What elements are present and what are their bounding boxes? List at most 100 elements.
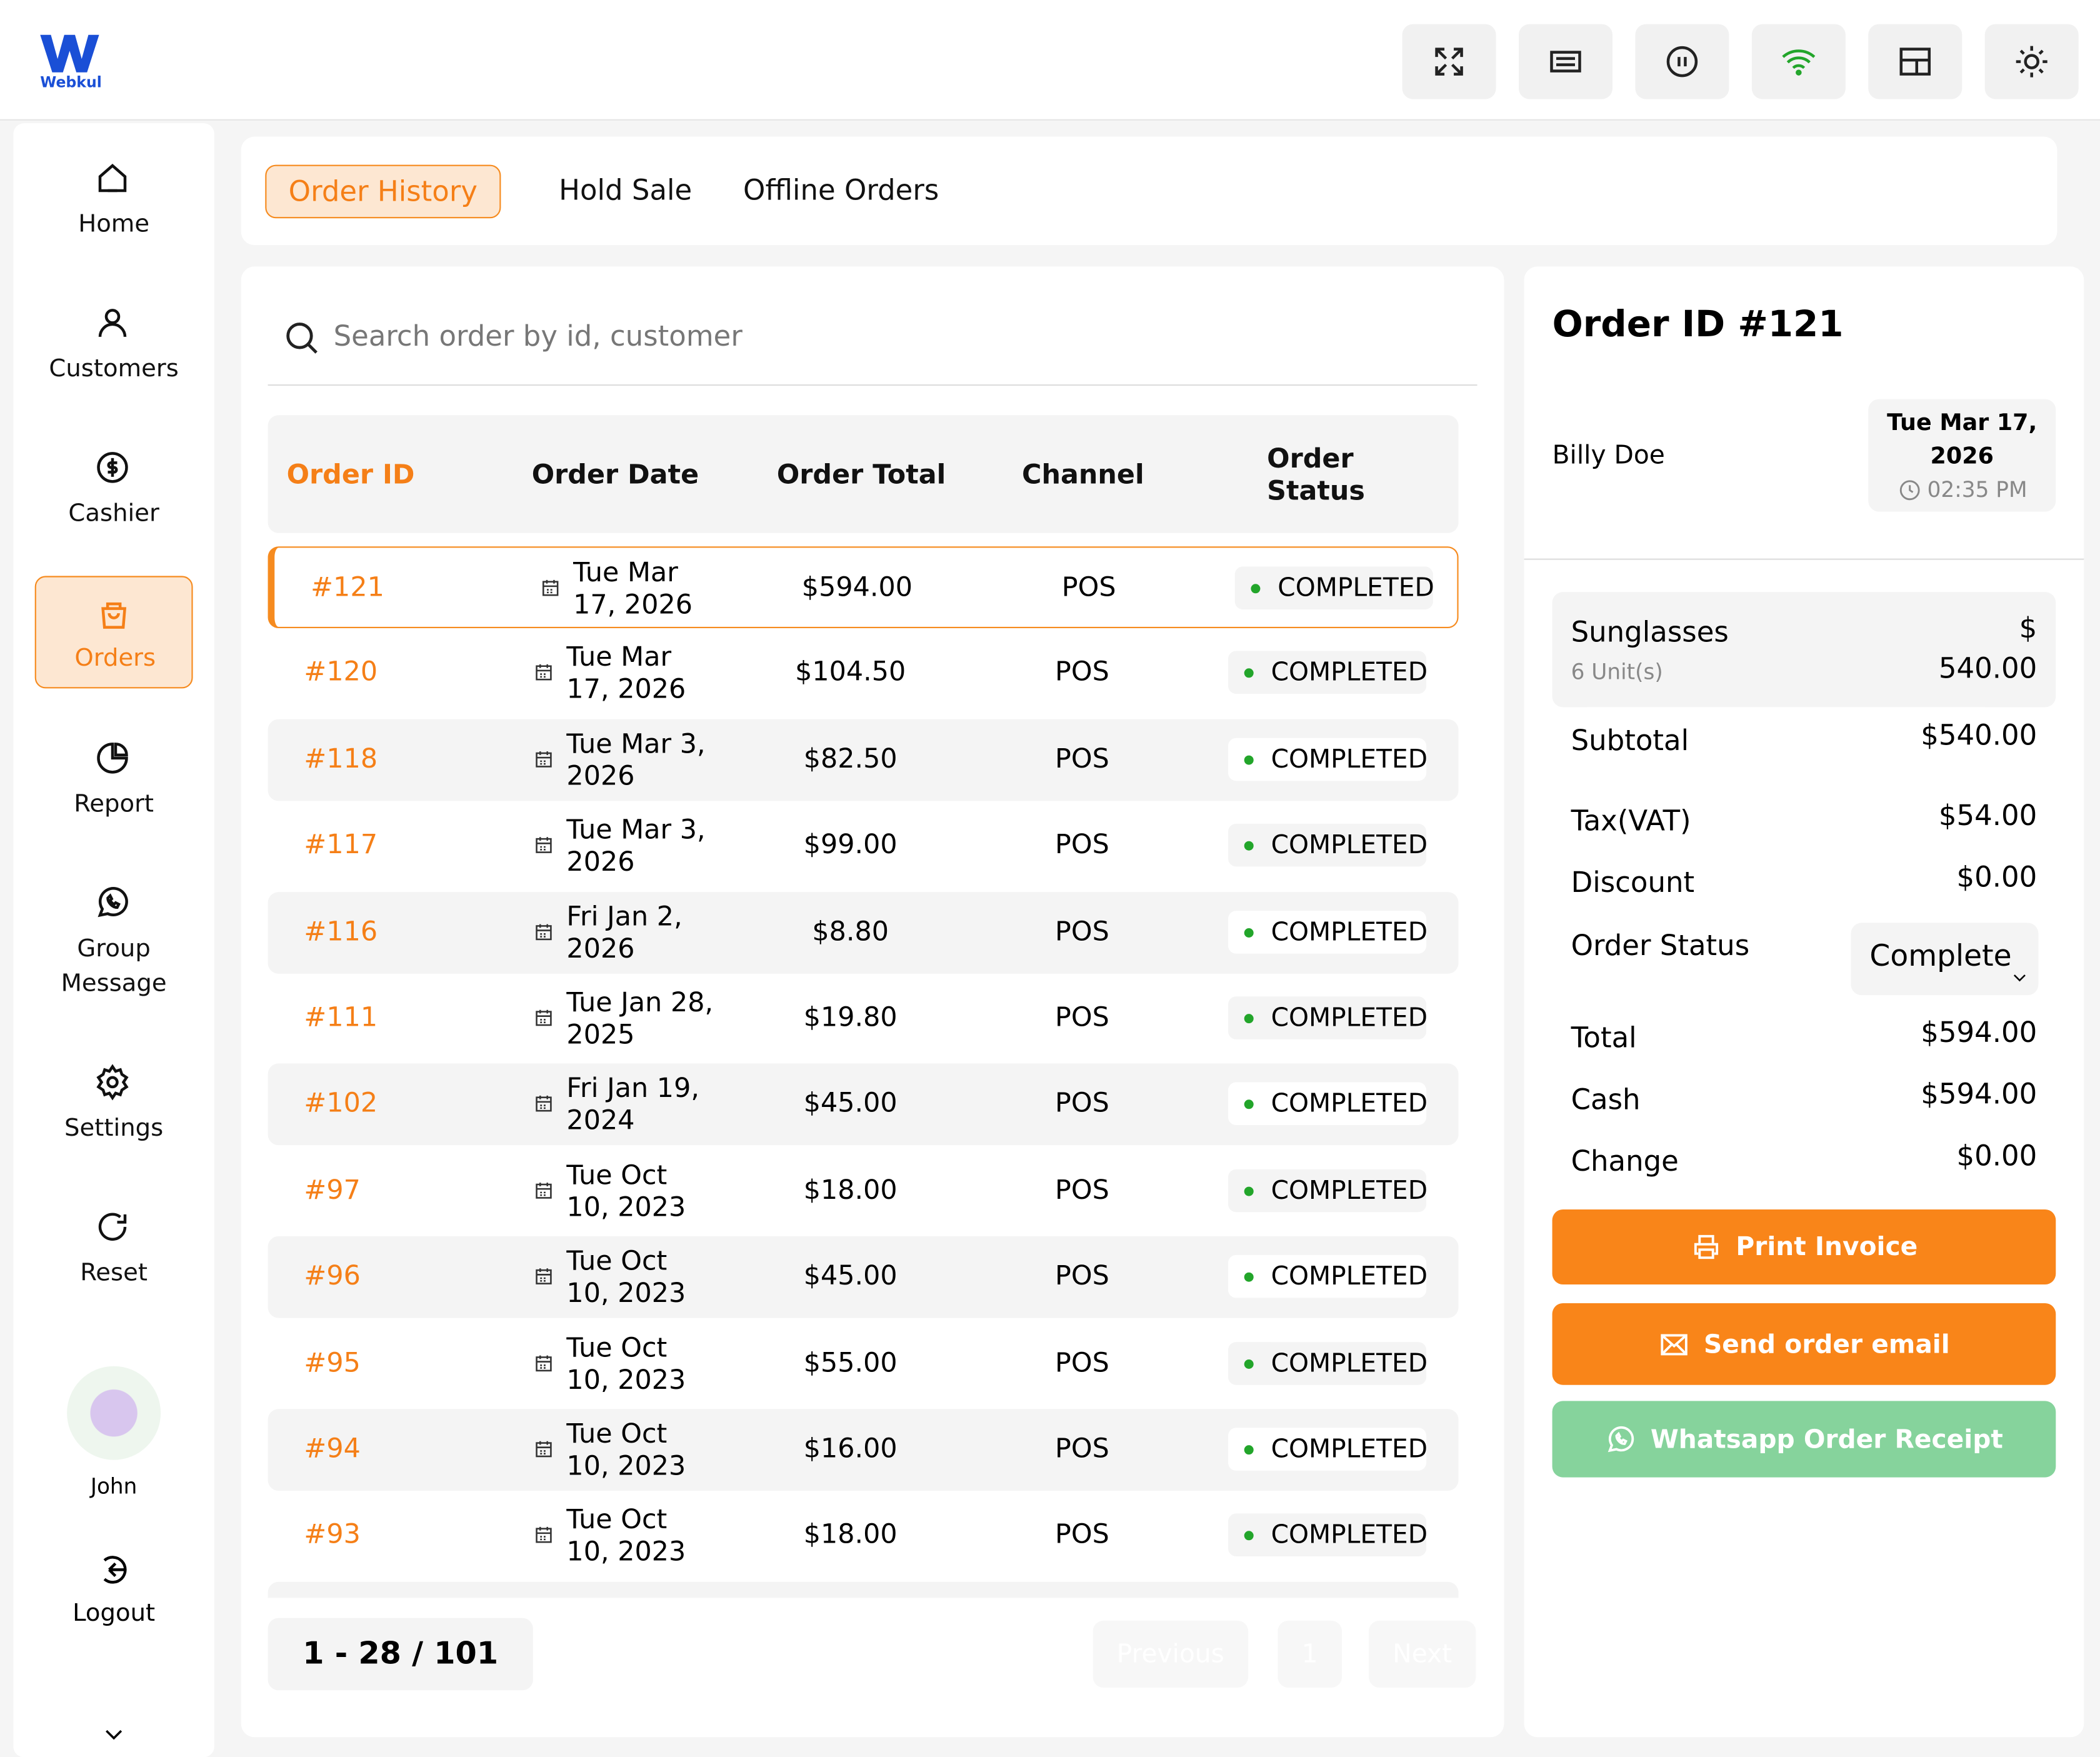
- page-button[interactable]: Previous: [1092, 1620, 1249, 1688]
- order-date: Tue Mar 17, 2026: [566, 641, 686, 705]
- table-row[interactable]: #117 Tue Mar 3, 2026 $99.00 POS COMPLETED: [268, 805, 1459, 887]
- calendar-icon: [533, 921, 554, 948]
- button-label: Print Invoice: [1736, 1232, 1918, 1262]
- table-row[interactable]: #121 Tue Mar 17, 2026 $594.00 POS COMPLETED: [268, 546, 1459, 628]
- channel: POS: [1055, 655, 1109, 688]
- nav-item[interactable]: Reset: [35, 1203, 193, 1309]
- order-date: Tue Mar 3, 2026: [566, 727, 706, 791]
- order-date: Tue Jan 28, 2025: [566, 986, 714, 1050]
- order-date: Tue Oct 10, 2023: [566, 1331, 686, 1395]
- table-row[interactable]: #95 Tue Oct 10, 2023 $55.00 POS COMPLETED: [268, 1323, 1459, 1404]
- nav-item[interactable]: Home: [35, 154, 193, 261]
- order-total: $18.00: [803, 1518, 898, 1551]
- status-dot: [1244, 928, 1254, 938]
- nav-icon: [94, 449, 131, 492]
- status-dot: [1244, 1445, 1254, 1455]
- table-row[interactable]: #111 Tue Jan 28, 2025 $19.80 POS COMPLETED: [268, 978, 1459, 1059]
- calendar-icon: [533, 662, 554, 689]
- status-dot: [1244, 755, 1254, 765]
- nav-label: Settings: [64, 1114, 164, 1143]
- channel: POS: [1055, 1259, 1109, 1292]
- status-label: Order Status: [1571, 929, 1750, 962]
- order-total: $45.00: [803, 1259, 898, 1292]
- channel: POS: [1055, 1000, 1109, 1033]
- nav-item[interactable]: Settings: [35, 1058, 193, 1165]
- calendar-icon: [533, 1007, 554, 1034]
- button-label: Whatsapp Order Receipt: [1650, 1424, 2003, 1454]
- nav-label: Report: [74, 790, 154, 819]
- channel: POS: [1055, 1173, 1109, 1206]
- order-time: 02:35 PM: [1927, 476, 2028, 503]
- orders-panel: Search order by id, customer Order ID Orde…: [241, 266, 1504, 1738]
- nav-item[interactable]: Cashier: [35, 443, 193, 550]
- status-pill: COMPLETED: [1228, 1428, 1428, 1471]
- page-button[interactable]: 1: [1278, 1620, 1342, 1688]
- nav-item[interactable]: Orders: [34, 576, 193, 689]
- order-id: #116: [304, 914, 378, 947]
- sidebar: Home Customers Cashier Orders Report Group Me…: [13, 123, 214, 1757]
- status-pill: COMPLETED: [1234, 566, 1434, 609]
- status-select[interactable]: Complete: [1851, 923, 2039, 996]
- divider: [268, 384, 1478, 386]
- header-button: [1402, 24, 1496, 99]
- button-icon: [1691, 1231, 1722, 1263]
- nav-icon: [94, 739, 131, 783]
- header-button: [1519, 24, 1612, 99]
- nav-label: Customers: [49, 354, 179, 383]
- order-date: Tue Oct 10, 2023: [566, 1244, 686, 1309]
- column-header: Order Total: [776, 458, 946, 491]
- column-header: Order ID: [286, 458, 415, 491]
- tab[interactable]: Order History: [265, 164, 501, 219]
- calendar-icon: [533, 1179, 554, 1206]
- order-total: $16.00: [803, 1431, 898, 1464]
- channel: POS: [1055, 914, 1109, 947]
- nav-item[interactable]: Group Message: [35, 879, 193, 1013]
- status-pill: COMPLETED: [1228, 651, 1428, 694]
- line-item: Sunglasses 6 Unit(s) $ 540.00: [1552, 592, 2056, 708]
- order-total: $19.80: [803, 1000, 898, 1033]
- table-row[interactable]: #96 Tue Oct 10, 2023 $45.00 POS COMPLETED: [268, 1236, 1459, 1318]
- column-header: Channel: [1022, 458, 1144, 491]
- table-row[interactable]: #120 Tue Mar 17, 2026 $104.50 POS COMPLETED: [268, 633, 1459, 714]
- tab[interactable]: Offline Orders: [743, 174, 939, 206]
- item-price: $ 540.00: [1938, 612, 2038, 684]
- action-button[interactable]: Print Invoice: [1552, 1209, 2056, 1284]
- tab[interactable]: Hold Sale: [559, 174, 692, 206]
- calendar-icon: [533, 748, 554, 775]
- nav-label: Reset: [80, 1259, 148, 1288]
- logout[interactable]: Logout: [72, 1599, 156, 1628]
- action-button[interactable]: Whatsapp Order Receipt: [1552, 1401, 2056, 1478]
- table-row[interactable]: #116 Fri Jan 2, 2026 $8.80 POS COMPLETED: [268, 891, 1459, 973]
- nav-label: Orders: [74, 644, 156, 673]
- avatar: [67, 1366, 161, 1460]
- order-date: Tue Mar 3, 2026: [566, 813, 706, 878]
- channel: POS: [1055, 828, 1109, 861]
- order-total: $8.80: [812, 914, 889, 947]
- nav-item[interactable]: Report: [35, 734, 193, 841]
- channel: POS: [1055, 1345, 1109, 1378]
- logo: [40, 34, 99, 73]
- nav-item[interactable]: Customers: [35, 299, 193, 406]
- search-input[interactable]: Search order by id, customer: [333, 320, 742, 353]
- nav-icon: [94, 1208, 131, 1251]
- table-header: Order ID Order Date Order Total Channel Orde…: [268, 415, 1459, 533]
- nav-label: Cashier: [68, 499, 159, 528]
- table-row[interactable]: #94 Tue Oct 10, 2023 $16.00 POS COMPLETED: [268, 1409, 1459, 1491]
- page-range: 1 - 28 / 101: [268, 1618, 533, 1691]
- table-row[interactable]: #102 Fri Jan 19, 2024 $45.00 POS COMPLETED: [268, 1064, 1459, 1146]
- table-row[interactable]: #118 Tue Mar 3, 2026 $82.50 POS COMPLETED: [268, 719, 1459, 801]
- scroll-down: [99, 1719, 129, 1754]
- column-header: Order Status: [1267, 442, 1365, 506]
- status-dot: [1244, 1359, 1254, 1369]
- table-row[interactable]: #97 Tue Oct 10, 2023 $18.00 POS COMPLETED: [268, 1150, 1459, 1232]
- order-date: Tue Oct 10, 2023: [566, 1417, 686, 1481]
- status-pill: COMPLETED: [1228, 996, 1428, 1039]
- nav-icon: [94, 304, 131, 347]
- action-button[interactable]: Send order email: [1552, 1303, 2056, 1385]
- page-button[interactable]: Next: [1369, 1620, 1476, 1688]
- status-value: Complete: [1869, 940, 2012, 974]
- order-id: #120: [304, 655, 378, 688]
- order-id: #111: [304, 1000, 378, 1033]
- table-row[interactable]: #93 Tue Oct 10, 2023 $18.00 POS COMPLETED: [268, 1495, 1459, 1577]
